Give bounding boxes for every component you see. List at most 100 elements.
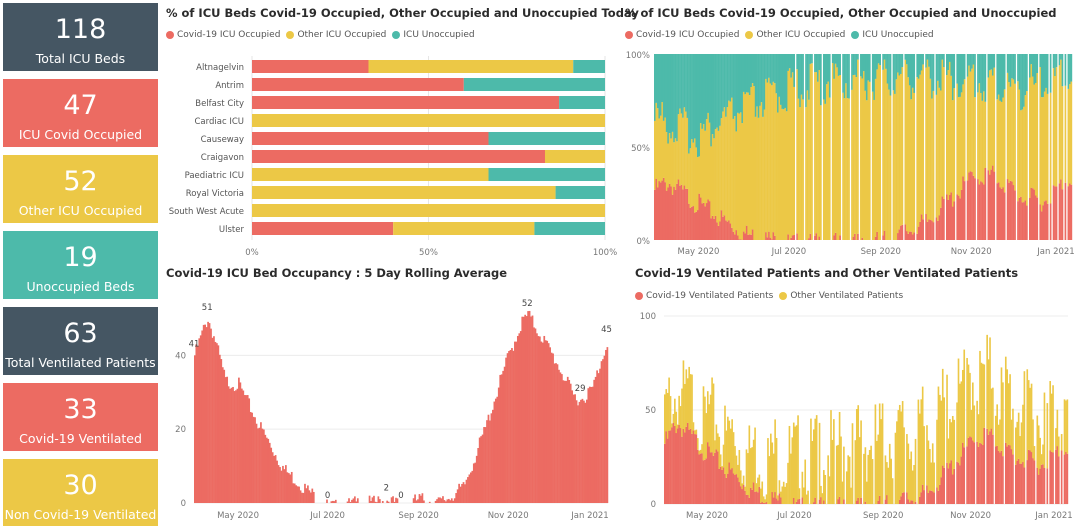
bar-covid — [790, 237, 793, 240]
bar-other — [739, 112, 742, 240]
bar-covid — [708, 446, 711, 504]
bar-covid — [797, 499, 799, 504]
bar-other — [797, 98, 800, 240]
x-tick-label: Sep 2020 — [861, 247, 901, 257]
bar-covid — [1031, 188, 1034, 240]
legend-item-other[interactable]: Other ICU Occupied — [286, 30, 386, 40]
legend-item-unocc[interactable]: ICU Unoccupied — [392, 30, 475, 40]
legend-item-unocc[interactable]: ICU Unoccupied — [851, 30, 934, 40]
bar-other — [728, 100, 730, 221]
bar-unocc — [897, 54, 899, 73]
bar-unocc — [705, 54, 708, 120]
bar-covid — [765, 232, 767, 240]
bar-other — [762, 116, 764, 240]
bar-covid — [1014, 190, 1016, 240]
bar-unocc — [802, 54, 804, 100]
kpi-card[interactable]: 19 Unoccupied Beds — [3, 231, 158, 299]
bar-covid — [1002, 456, 1004, 504]
bar-unocc — [676, 54, 678, 142]
bar — [214, 341, 217, 503]
kpi-card[interactable]: 118 Total ICU Beds — [3, 3, 158, 71]
bar-other — [792, 422, 795, 498]
bar-covid — [686, 422, 689, 504]
bar — [566, 376, 569, 503]
chart-today-hbar[interactable]: 0% 50% 100% Altnagelvin Antrim Belfast City Ca… — [160, 48, 620, 262]
bar — [295, 485, 298, 503]
bar-covid — [898, 229, 901, 240]
bar-covid — [735, 474, 738, 504]
bar-unocc — [1029, 54, 1031, 78]
chart-pct-stacked[interactable]: 100% 50% 0% May 2020 Jul 2020 Sep 2020 Nov 202… — [620, 46, 1078, 262]
data-label: 29 — [575, 384, 586, 394]
bar-other — [963, 349, 966, 448]
kpi-card[interactable]: 63 Total Ventilated Patients — [3, 307, 158, 375]
bar-covid — [953, 201, 956, 240]
kpi-card[interactable]: 30 Non Covid-19 Ventilated — [3, 459, 158, 526]
bar-covid — [792, 497, 795, 504]
bar-covid — [1026, 205, 1028, 240]
bar-segment — [488, 168, 605, 181]
bar-other — [681, 388, 683, 437]
bar-other — [888, 89, 890, 241]
bar-covid — [722, 216, 724, 240]
bar — [280, 470, 283, 503]
bar-unocc — [747, 54, 750, 93]
bar-other — [710, 146, 713, 219]
bar-other — [1012, 408, 1014, 455]
bar — [370, 501, 372, 503]
bar-covid — [717, 451, 719, 504]
bar-other — [1030, 383, 1033, 453]
bar-unocc — [1049, 54, 1052, 93]
bar — [348, 498, 350, 503]
legend-item-other[interactable]: Other ICU Occupied — [745, 30, 845, 40]
bar-other — [919, 413, 921, 497]
legend-item-covid-vent[interactable]: Covid-19 Ventilated Patients — [635, 291, 773, 301]
bar-covid — [931, 220, 933, 240]
kpi-card[interactable]: 47 ICU Covid Occupied — [3, 79, 158, 147]
bar — [260, 422, 262, 503]
chart-ventilated[interactable]: 100 50 0 May 2020 Jul 2020 Sep 2020 Nov 2020 Ja… — [630, 306, 1078, 524]
bar-other — [939, 394, 941, 485]
bar — [458, 483, 460, 503]
bar-other — [715, 424, 718, 450]
bar-covid — [968, 172, 970, 240]
legend-item-covid[interactable]: Covid-19 ICU Occupied — [625, 30, 739, 40]
bar — [205, 327, 208, 503]
bar-unocc — [765, 54, 767, 79]
bar-covid — [929, 490, 931, 504]
bar-unocc — [931, 54, 933, 99]
x-tick-label: Nov 2020 — [950, 511, 991, 521]
bar-other — [725, 430, 728, 478]
bar-covid — [1056, 446, 1059, 504]
bar-covid — [938, 215, 941, 240]
legend-item-covid[interactable]: Covid-19 ICU Occupied — [166, 30, 280, 40]
bar-other — [824, 103, 827, 240]
bar-unocc — [768, 54, 770, 78]
bar-other — [876, 440, 878, 504]
legend-item-other-vent[interactable]: Other Ventilated Patients — [779, 291, 903, 301]
legend-dot-covid-vent — [635, 292, 643, 300]
bar-other — [728, 420, 731, 463]
bar-covid — [721, 469, 723, 504]
bar — [442, 496, 444, 503]
bar — [472, 463, 475, 503]
bar-other — [814, 72, 816, 236]
bar-other — [940, 90, 942, 208]
bar-other — [900, 411, 903, 497]
kpi-card[interactable]: 33 Covid-19 Ventilated — [3, 383, 158, 451]
bar-other — [848, 456, 851, 504]
bar — [270, 447, 273, 503]
bar-other — [674, 138, 677, 190]
kpi-card[interactable]: 52 Other ICU Occupied — [3, 155, 158, 223]
bar-other — [770, 433, 772, 504]
bar-unocc — [685, 54, 687, 112]
bar-covid — [814, 497, 817, 504]
bar-unocc — [754, 54, 757, 117]
bar-other — [1040, 454, 1043, 465]
bar-covid — [654, 189, 656, 240]
bar-unocc — [683, 54, 686, 108]
bar — [194, 355, 196, 503]
bar-other — [738, 449, 741, 483]
bar-other — [791, 437, 794, 504]
